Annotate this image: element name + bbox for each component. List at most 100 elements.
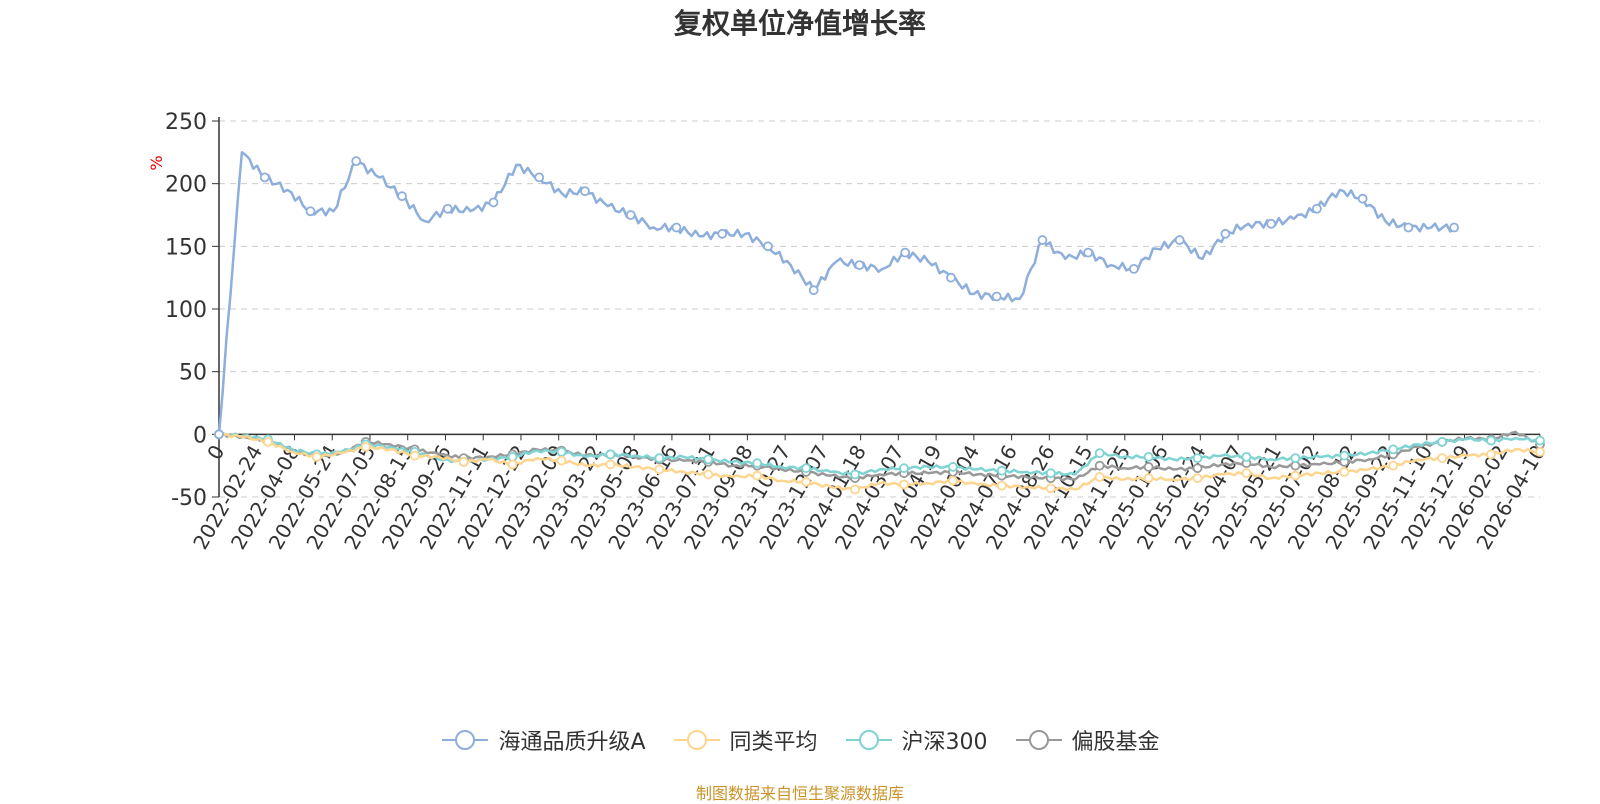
data-point: [1437, 453, 1448, 464]
data-point: [625, 210, 636, 220]
data-point: [1045, 483, 1056, 494]
data-point: [1403, 222, 1414, 233]
data-point: [556, 455, 567, 466]
data-point: [1388, 460, 1399, 471]
legend-item[interactable]: 沪深300: [844, 724, 988, 756]
data-point: [654, 464, 665, 475]
data-point: [351, 156, 362, 167]
y-axis: 250 200 150 100 50 0 -50: [165, 110, 220, 511]
data-point: [1311, 203, 1322, 214]
data-point: [1143, 451, 1154, 462]
data-point: [305, 206, 316, 217]
data-point: [1437, 436, 1448, 447]
data-point: [1266, 218, 1277, 229]
data-point: [605, 459, 616, 470]
legend-item[interactable]: 偏股基金: [1014, 724, 1160, 756]
y-tick-label: 0: [193, 423, 207, 448]
data-point: [801, 463, 812, 474]
data-point: [1192, 463, 1203, 474]
data-point: [1241, 451, 1252, 462]
data-point: [488, 197, 499, 208]
data-point: [703, 469, 714, 480]
y-tick-label: 100: [165, 298, 207, 323]
data-point: [1290, 453, 1301, 464]
y-tick-label: 250: [165, 110, 207, 135]
x-tick-label: 0: [202, 441, 229, 464]
data-point: [1339, 450, 1350, 461]
data-point: [580, 186, 590, 197]
data-point: [1192, 473, 1203, 484]
legend-item[interactable]: 同类平均: [672, 724, 818, 756]
y-tick-label: 200: [165, 173, 207, 198]
data-point: [1241, 468, 1252, 479]
data-point: [1094, 472, 1105, 482]
series-line: [217, 151, 1456, 435]
data-point: [409, 450, 420, 461]
data-point: [1486, 435, 1496, 446]
y-axis-unit: %: [147, 155, 166, 170]
data-point: [263, 436, 273, 447]
data-point: [850, 469, 860, 480]
data-point: [854, 260, 865, 271]
data-point: [442, 203, 453, 214]
data-point: [311, 451, 322, 462]
grid-lines: [219, 120, 1540, 498]
data-point: [259, 172, 270, 183]
data-point: [1535, 446, 1545, 457]
data-point: [752, 458, 763, 469]
series-line: [218, 431, 1541, 476]
legend-marker-icon: [442, 730, 489, 750]
legend-marker-icon: [845, 730, 892, 750]
data-point: [947, 462, 958, 472]
data-point: [1083, 247, 1094, 258]
data-point: [763, 241, 773, 252]
legend-marker-icon: [673, 730, 720, 750]
data-point: [717, 228, 728, 239]
data-point: [996, 465, 1007, 476]
data-point: [900, 247, 911, 258]
data-point: [1174, 235, 1185, 245]
data-point: [507, 459, 518, 470]
source-note: 制图数据来自恒生聚源数据库: [695, 784, 904, 803]
data-point: [556, 446, 567, 457]
data-point: [899, 479, 909, 490]
data-point: [1449, 222, 1460, 233]
series-line: [218, 432, 1541, 492]
series-line: [218, 430, 1541, 482]
data-point: [671, 222, 682, 233]
chart-title: 复权单位净值增长率: [673, 7, 926, 40]
data-point: [1045, 468, 1056, 479]
data-point: [1357, 193, 1368, 204]
data-point: [1143, 473, 1154, 484]
data-point: [654, 453, 665, 464]
data-point: [1094, 460, 1105, 471]
data-point: [1094, 448, 1105, 459]
y-tick-label: 150: [165, 235, 207, 260]
data-point: [360, 441, 371, 452]
data-point: [946, 272, 956, 283]
data-point: [996, 480, 1007, 491]
legend-label: 同类平均: [729, 730, 818, 755]
data-point: [605, 449, 616, 460]
data-point: [991, 291, 1002, 302]
data-point: [1339, 467, 1350, 477]
data-point: [1535, 435, 1545, 446]
legend-marker-icon: [1015, 730, 1062, 750]
data-point: [1388, 444, 1399, 455]
data-point: [752, 470, 763, 481]
data-point: [1220, 228, 1231, 239]
legend-label: 偏股基金: [1071, 730, 1160, 755]
data-point: [397, 191, 407, 202]
data-point: [801, 477, 812, 487]
legend-label: 海通品质升级A: [498, 730, 646, 755]
y-tick-label: 50: [179, 361, 207, 386]
data-point: [1143, 462, 1154, 472]
series-group: [214, 151, 1545, 495]
data-point: [1290, 470, 1301, 481]
data-point: [808, 285, 819, 296]
legend-item[interactable]: 海通品质升级A: [440, 724, 646, 756]
data-point: [899, 463, 909, 474]
data-point: [947, 475, 958, 486]
y-tick-label: -50: [171, 486, 207, 511]
